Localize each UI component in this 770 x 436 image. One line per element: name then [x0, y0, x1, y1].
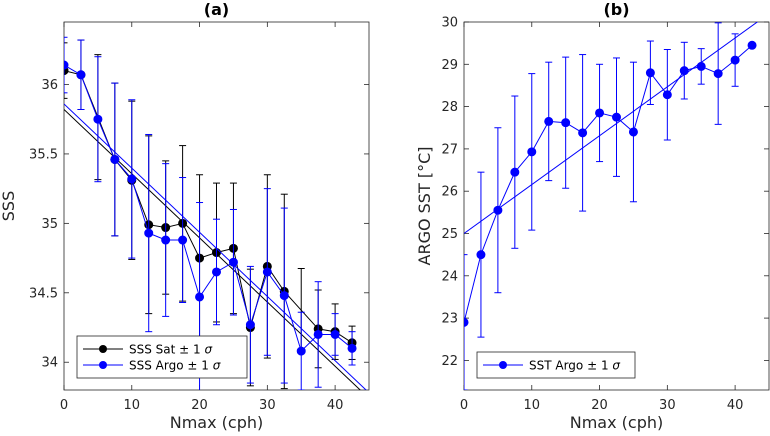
data-point: [527, 147, 537, 157]
x-tick-label: 10: [524, 398, 541, 413]
data-point: [330, 329, 340, 339]
data-point: [730, 55, 740, 65]
data-point: [645, 68, 655, 78]
legend: SST Argo ± 1 σ: [476, 351, 636, 379]
y-tick-label: 35.5: [29, 147, 58, 162]
y-tick-label: 29: [441, 58, 458, 73]
series-2: [64, 36, 367, 390]
axes-frame: [463, 21, 770, 391]
x-tick-label: 0: [460, 398, 468, 413]
legend-marker: [99, 345, 107, 353]
data-point: [178, 235, 188, 245]
y-axis-label: SSS: [0, 191, 18, 221]
x-axis-label: Nmax (cph): [570, 413, 664, 432]
legend-label: SSS Argo ± 1 σ: [129, 359, 221, 373]
y-tick-label: 23: [441, 312, 458, 327]
legend-marker: [499, 361, 507, 369]
x-tick-label: 20: [591, 398, 608, 413]
data-point: [161, 235, 171, 245]
data-point: [212, 267, 221, 277]
y-tick-label: 34: [41, 356, 58, 371]
legend-marker: [99, 361, 107, 369]
data-point: [696, 61, 706, 71]
x-tick-label: 10: [124, 398, 141, 413]
data-point: [296, 346, 306, 356]
data-point: [612, 112, 621, 122]
y-tick-label: 27: [441, 142, 458, 157]
y-tick-label: 36: [41, 78, 58, 93]
y-tick-label: 26: [441, 185, 458, 200]
x-tick-label: 0: [60, 398, 68, 413]
x-tick-label: 40: [727, 398, 744, 413]
legend-label: SSS Sat ± 1 σ: [129, 343, 212, 357]
data-point: [228, 257, 238, 267]
legend-sigma: σ: [213, 359, 221, 373]
data-point: [578, 128, 588, 138]
panel-title: (a): [204, 0, 229, 19]
y-tick-label: 28: [441, 100, 458, 115]
series-line: [464, 44, 753, 323]
series-1: [464, 22, 759, 390]
legend-sigma: σ: [612, 359, 620, 373]
data-point: [510, 167, 520, 177]
legend-box: [76, 335, 248, 379]
x-tick-label: 30: [259, 398, 276, 413]
data-point: [747, 40, 757, 50]
series-line: [64, 64, 353, 353]
y-axis-label: ARGO SST [°C]: [415, 147, 434, 266]
legend-sigma: σ: [204, 343, 212, 357]
data-layer: [64, 36, 367, 390]
data-point: [493, 205, 503, 215]
data-point: [127, 174, 137, 184]
x-tick-label: 20: [191, 398, 208, 413]
data-point: [64, 60, 69, 70]
axes-frame: [63, 21, 370, 391]
panel-title: (b): [603, 0, 629, 19]
data-point: [262, 267, 272, 277]
data-point: [662, 90, 672, 100]
y-tick-label: 30: [441, 16, 458, 31]
data-point: [561, 118, 571, 128]
y-tick-label: 35: [41, 217, 58, 232]
x-tick-label: 40: [327, 398, 344, 413]
data-point: [144, 228, 154, 238]
y-tick-label: 34.5: [29, 286, 58, 301]
plot-panel-2: 0 10 20 30 40 22 23 24 25 26 27 28 29 30 (b) Nmax (cph)…: [415, 0, 770, 432]
data-point: [628, 127, 638, 137]
data-point: [347, 343, 357, 353]
x-axis-label: Nmax (cph): [170, 413, 264, 432]
y-tick-label: 25: [441, 227, 458, 242]
data-point: [245, 320, 255, 330]
data-point: [544, 116, 554, 126]
data-point: [476, 250, 486, 260]
plot-panel-1: 0 10 20 30 40 34 34.5 35 35.5 36 (a) Nmax (cph) SSS S…: [0, 0, 370, 432]
legend-label: SST Argo ± 1 σ: [529, 359, 620, 373]
data-point: [595, 108, 605, 118]
y-tick-label: 22: [441, 354, 458, 369]
data-point: [464, 317, 469, 327]
data-point: [279, 291, 289, 301]
data-point: [93, 114, 103, 124]
data-point: [76, 70, 86, 80]
data-layer: [464, 22, 759, 390]
data-point: [713, 69, 723, 79]
data-point: [313, 329, 323, 339]
data-point: [110, 154, 120, 164]
series-line: [64, 70, 353, 344]
data-point: [679, 66, 689, 76]
legend: SSS Sat ± 1 σ SSS Argo ± 1 σ: [76, 335, 248, 379]
data-point: [195, 292, 205, 302]
y-tick-label: 24: [441, 269, 458, 284]
x-tick-label: 30: [659, 398, 676, 413]
